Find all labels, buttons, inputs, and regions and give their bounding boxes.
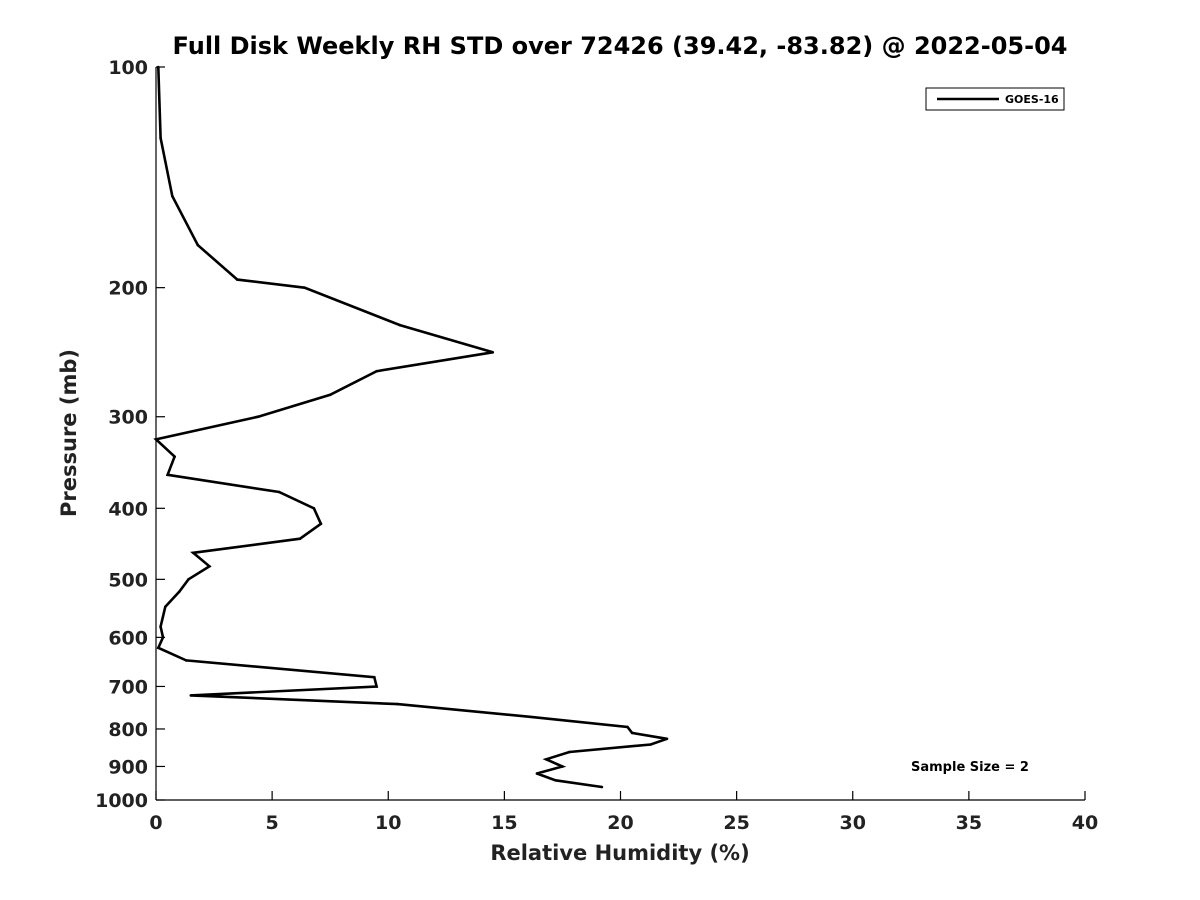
x-tick-label: 30 [840, 812, 866, 834]
y-tick-label: 500 [108, 569, 148, 591]
x-tick-label: 25 [723, 812, 749, 834]
y-tick-label: 800 [108, 719, 148, 741]
data-point [561, 765, 564, 768]
data-point [256, 415, 260, 419]
series-layer [153, 65, 669, 789]
data-point [154, 438, 158, 441]
data-point [166, 473, 169, 477]
data-point [396, 702, 399, 706]
y-tick-label: 600 [108, 627, 148, 649]
data-point [177, 590, 181, 594]
data-point [568, 750, 571, 754]
data-point [161, 636, 165, 639]
data-point [173, 455, 176, 458]
data-point [196, 243, 200, 247]
x-tick-label: 20 [607, 812, 633, 834]
legend-label-goes-16: GOES-16 [1005, 93, 1059, 106]
legend: GOES-16 [925, 87, 1065, 111]
y-ticks: 100 200 300 400 500 600 700 800 900 1000 [95, 57, 165, 812]
x-tick-label: 5 [266, 812, 279, 834]
x-ticks: 0 5 10 15 20 25 30 35 40 [149, 791, 1098, 834]
x-tick-label: 40 [1072, 812, 1098, 834]
data-point [600, 785, 604, 789]
data-point [535, 772, 539, 775]
x-tick-label: 0 [149, 812, 162, 834]
data-point [528, 715, 532, 719]
x-tick-label: 35 [956, 812, 982, 834]
data-point [277, 490, 281, 494]
data-point [187, 578, 190, 581]
y-tick-label: 200 [108, 278, 148, 300]
data-point [189, 694, 193, 697]
data-point [184, 659, 188, 662]
data-point [157, 646, 160, 650]
data-point [171, 194, 174, 198]
data-point [164, 605, 167, 609]
data-point [191, 551, 195, 555]
data-point [157, 65, 160, 69]
x-tick-label: 15 [491, 812, 517, 834]
y-tick-label: 900 [108, 756, 148, 778]
series-line-goes-16 [153, 66, 668, 789]
data-point [626, 725, 629, 729]
y-tick-label: 100 [108, 57, 148, 79]
data-point [159, 625, 162, 628]
data-point [491, 351, 495, 354]
data-point [375, 369, 378, 373]
data-point [298, 537, 302, 540]
y-tick-label: 700 [108, 676, 148, 698]
data-point [373, 675, 376, 679]
x-tick-label: 10 [375, 812, 401, 834]
data-point [236, 278, 239, 281]
data-point [303, 286, 306, 290]
data-point [319, 522, 323, 526]
y-tick-label: 300 [108, 407, 148, 429]
data-point [312, 507, 316, 510]
data-point [208, 565, 211, 568]
chart-title: Full Disk Weekly RH STD over 72426 (39.4… [173, 32, 1068, 60]
y-tick-label: 400 [108, 498, 148, 520]
sample-size-annotation: Sample Size = 2 [911, 760, 1029, 775]
x-axis-label: Relative Humidity (%) [490, 841, 749, 865]
data-point [630, 731, 634, 735]
data-point [544, 758, 548, 761]
data-point [398, 323, 402, 327]
data-point [665, 737, 669, 741]
data-point [328, 393, 332, 397]
data-point [159, 136, 162, 140]
y-axis-label: Pressure (mb) [57, 349, 81, 517]
data-point [649, 743, 652, 746]
y-tick-label: 1000 [95, 790, 148, 812]
data-point [375, 685, 378, 688]
data-point [554, 779, 557, 782]
